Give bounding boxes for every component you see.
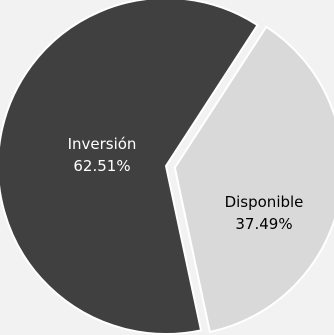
label-disponible-value: 37.49%: [235, 215, 292, 233]
label-inversion-value: 62.51%: [73, 157, 130, 175]
label-inversion-name: Inversión: [68, 135, 137, 153]
slice-inversion: [0, 0, 259, 335]
label-disponible-name: Disponible: [225, 193, 304, 211]
slice-disponible: [173, 25, 334, 334]
